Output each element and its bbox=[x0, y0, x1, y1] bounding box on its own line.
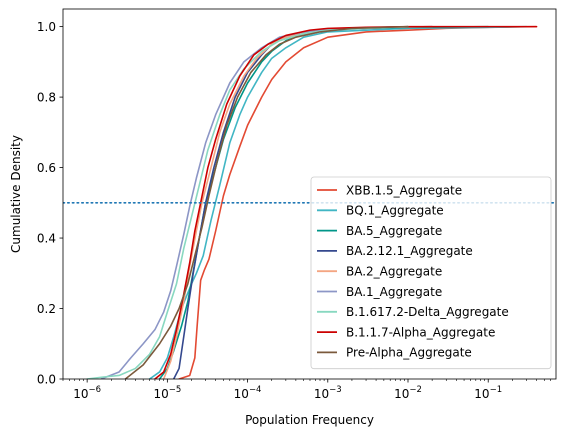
axes-frame bbox=[62, 8, 557, 380]
legend-label: Pre-Alpha_Aggregate bbox=[346, 346, 472, 360]
series-line-1 bbox=[178, 25, 538, 379]
x-axis-label: Population Frequency bbox=[245, 413, 374, 427]
x-tick-label: 10−5 bbox=[153, 385, 181, 401]
series-line-9 bbox=[124, 25, 409, 379]
legend-label: BA.2.12.1_Aggregate bbox=[346, 244, 473, 258]
legend-label: B.1.617.2-Delta_Aggregate bbox=[346, 305, 509, 319]
legend-label: BA.2_Aggregate bbox=[346, 265, 442, 279]
x-tick-label: 10−1 bbox=[474, 385, 502, 401]
legend-label: BA.5_Aggregate bbox=[346, 224, 442, 238]
y-tick-label: 0.8 bbox=[37, 90, 56, 104]
legend-label: BA.1_Aggregate bbox=[346, 285, 442, 299]
y-tick-label: 0.2 bbox=[37, 302, 56, 316]
legend: XBB.1.5_Aggregate BQ.1_Aggregate BA.5_Aggr… bbox=[310, 176, 552, 370]
x-tick-label: 10−2 bbox=[394, 385, 422, 401]
x-tick-label: 10−3 bbox=[314, 385, 342, 401]
x-axis-ticks: 10−6 10−5 10−4 10−3 10−2 10−1 bbox=[62, 379, 551, 401]
y-axis-ticks: 0.0 0.2 0.4 0.6 0.8 1.0 bbox=[37, 20, 63, 386]
y-tick-label: 0.4 bbox=[37, 231, 56, 245]
x-tick-label: 10−4 bbox=[234, 385, 262, 401]
y-axis-label: Cumulative Density bbox=[9, 135, 23, 253]
legend-label: BQ.1_Aggregate bbox=[346, 204, 444, 218]
series-line-7 bbox=[86, 25, 409, 379]
legend-label: XBB.1.5_Aggregate bbox=[346, 183, 462, 197]
legend-label: B.1.1.7-Alpha_Aggregate bbox=[346, 325, 495, 339]
y-tick-label: 0.6 bbox=[37, 161, 56, 175]
axes-border bbox=[62, 8, 557, 380]
y-tick-label: 0.0 bbox=[37, 372, 56, 386]
legend-box bbox=[310, 176, 552, 370]
y-tick-label: 1.0 bbox=[37, 20, 56, 34]
x-tick-label: 10−6 bbox=[73, 385, 101, 401]
